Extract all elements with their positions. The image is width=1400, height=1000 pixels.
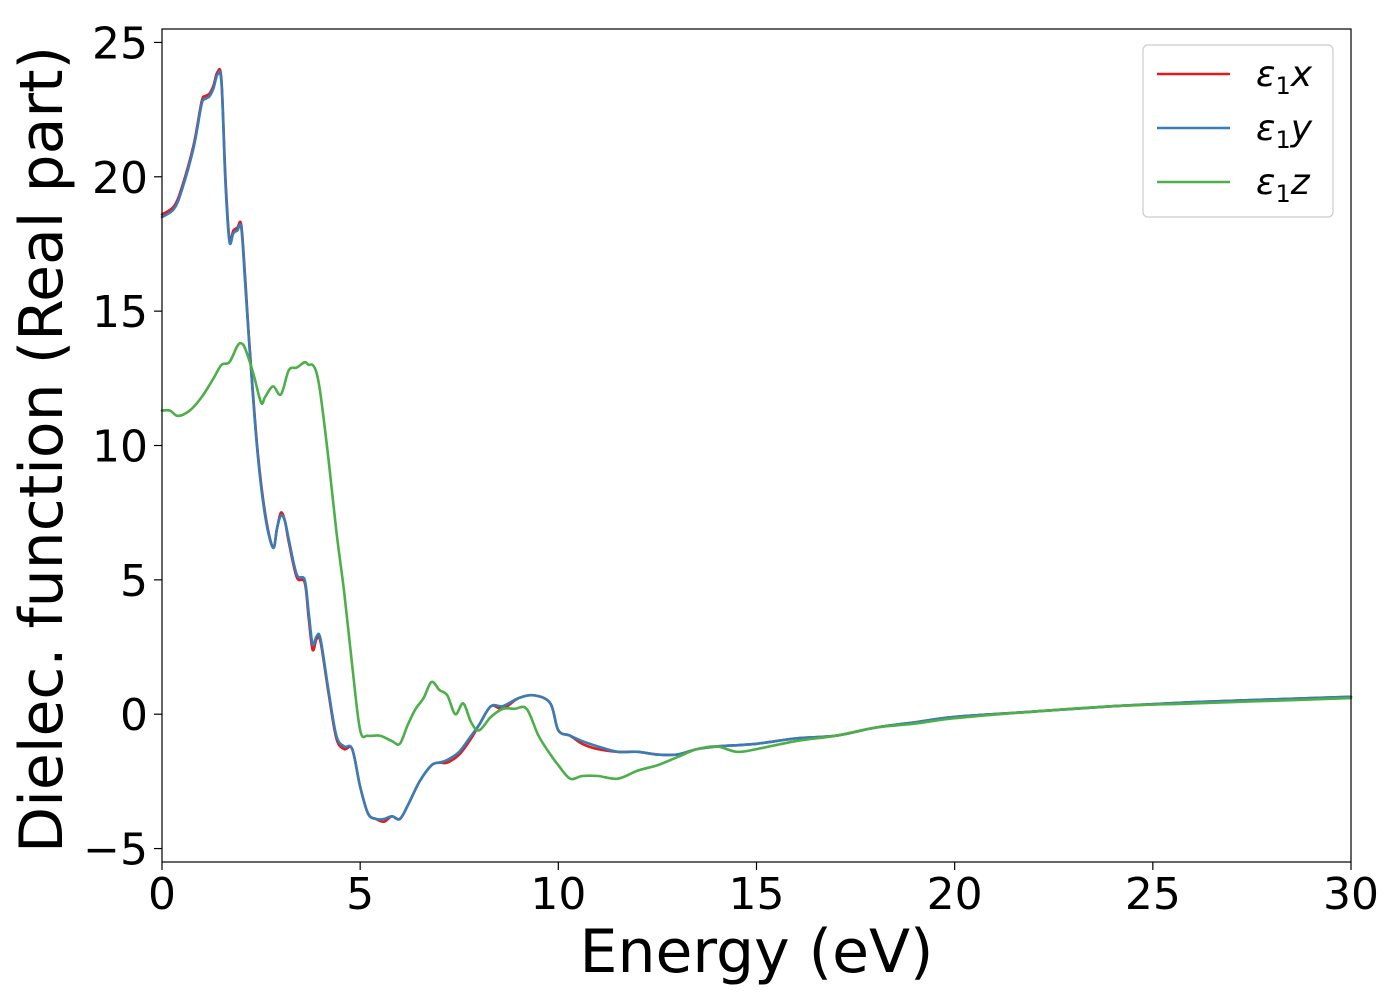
legend: ε1x ε1y ε1z — [1142, 44, 1334, 218]
y-tick-label: 25 — [92, 18, 148, 69]
legend-box — [1142, 44, 1334, 218]
y-tick-label: −5 — [83, 825, 148, 876]
legend-label: ε1x — [1256, 54, 1313, 100]
legend-label: ε1y — [1256, 108, 1313, 154]
x-tick-label: 0 — [148, 869, 176, 920]
x-axis-ticks: 0 5 10 15 20 25 30 — [148, 862, 1379, 920]
y-axis-label: Dielec. function (Real part) — [7, 46, 77, 853]
x-tick-label: 25 — [1125, 869, 1181, 920]
y-tick-label: 10 — [92, 422, 148, 473]
legend-label: ε1z — [1256, 162, 1311, 208]
x-tick-label: 5 — [346, 869, 374, 920]
y-tick-label: 5 — [120, 556, 148, 607]
x-tick-label: 30 — [1323, 869, 1379, 920]
x-tick-label: 10 — [530, 869, 586, 920]
y-tick-label: 15 — [92, 287, 148, 338]
x-axis-label: Energy (eV) — [580, 917, 934, 987]
x-tick-label: 15 — [729, 869, 785, 920]
y-tick-label: 20 — [92, 153, 148, 204]
x-tick-label: 20 — [927, 869, 983, 920]
y-tick-label: 0 — [120, 690, 148, 741]
series-line-z — [160, 341, 1353, 781]
series-layer — [160, 67, 1353, 824]
y-axis-ticks: −5 0 5 10 15 20 25 — [83, 18, 162, 876]
